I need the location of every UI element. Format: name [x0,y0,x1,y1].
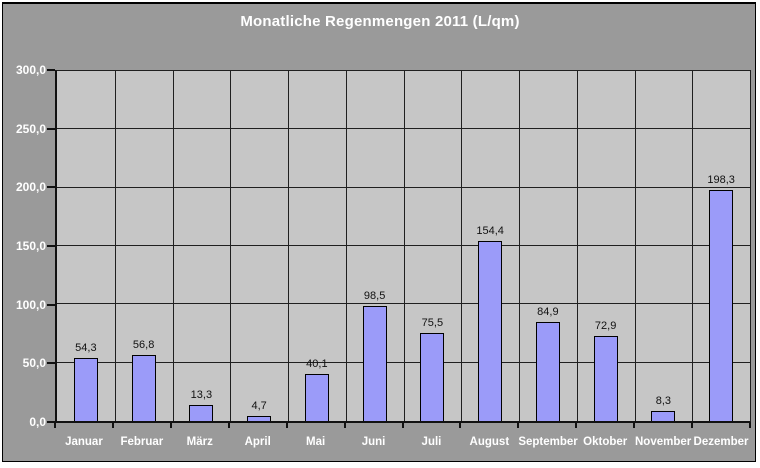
y-axis-label: 200,0 [15,180,46,195]
y-axis-label: 0,0 [29,415,46,429]
x-axis-tick [517,422,520,428]
bar-value-label: 198,3 [707,173,735,186]
bar [189,405,214,421]
y-axis-label: 250,0 [15,121,46,136]
bar [651,411,676,421]
x-axis-label: Juni [361,436,386,448]
bar-value-label: 154,4 [476,224,504,237]
x-axis-label: Februar [120,436,164,448]
y-axis-tick [47,127,55,130]
x-axis-tick [691,422,694,428]
bar-value-label: 4,7 [251,399,267,412]
plot-area: 54,3 56,8 13,3 4,7 40,1 98,5 75,5 154,4 84,9 72,9… [55,70,751,423]
x-axis-tick [749,422,751,428]
bar-value-label: 40,1 [306,358,328,371]
x-axis-tick [169,422,172,428]
bar [709,189,734,421]
bar [73,357,98,421]
bar [420,332,445,421]
x-axis-label: März [186,436,213,448]
x-axis-label: April [244,436,271,448]
bar [131,354,156,421]
y-axis-tick [47,362,55,365]
x-axis-label: August [469,436,510,448]
x-axis-label: Dezember [693,436,749,448]
bar [478,240,503,421]
y-axis-tick [47,303,55,306]
chart-title: Monatliche Regenmengen 2011 (L/qm) [240,13,520,30]
bar [247,415,272,421]
bar [362,306,387,421]
bar-value-label: 84,9 [537,305,559,318]
gridline-vertical [345,71,347,421]
x-axis-tick [633,422,636,428]
x-axis-label: Januar [65,436,103,448]
bar [593,335,618,421]
bar-value-label: 8,3 [655,395,672,408]
gridline-vertical [230,71,232,421]
gridline-vertical [114,71,116,421]
bar-value-label: 72,9 [594,319,617,332]
bar-value-label: 56,8 [132,338,155,351]
y-axis-tick [47,421,55,423]
gridline-vertical [576,71,578,421]
bar-value-label: 75,5 [421,316,444,329]
y-axis-label: 150,0 [15,239,46,253]
bar-value-label: 98,5 [363,290,386,303]
y-axis-tick [47,69,55,71]
y-axis-tick [47,245,55,247]
bar-value-label: 13,3 [190,389,213,402]
bar-value-label: 54,3 [75,341,97,354]
x-axis-tick [54,422,56,428]
gridline-vertical [172,71,174,421]
bar [304,374,329,421]
bar [535,321,560,421]
x-axis-label: September [518,436,578,448]
y-axis-label: 300,0 [15,63,46,77]
x-axis-tick [285,422,288,428]
x-axis-tick [459,422,462,428]
gridline-vertical [288,71,289,421]
y-axis-tick [47,186,55,189]
x-axis-label: Mai [306,436,326,448]
gridline-vertical [403,71,405,421]
gridline-vertical [519,71,520,421]
x-axis-tick [401,422,404,428]
y-axis-label: 100,0 [15,297,46,312]
x-axis-label: Oktober [583,436,628,448]
x-axis-label: Juli [421,436,442,448]
gridline-vertical [461,71,463,421]
x-axis-label: November [634,436,692,448]
x-axis-tick [575,422,578,428]
x-axis-tick [227,422,230,428]
gridline-vertical [692,71,694,421]
x-axis-tick [343,422,346,428]
gridline-vertical [634,71,636,421]
y-axis-label: 50,0 [22,356,46,371]
x-axis-tick [111,422,114,428]
